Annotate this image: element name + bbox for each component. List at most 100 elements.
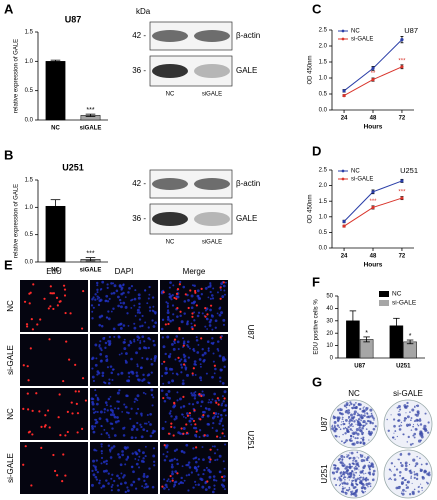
nucleus xyxy=(107,382,111,385)
nucleus xyxy=(142,391,145,394)
edu-spot xyxy=(35,392,38,395)
colony xyxy=(352,425,354,428)
colony xyxy=(359,423,363,427)
nucleus xyxy=(124,305,128,309)
nucleus xyxy=(117,295,120,299)
nucleus xyxy=(167,316,170,319)
colony xyxy=(421,489,423,491)
nucleus xyxy=(180,371,183,374)
nucleus xyxy=(106,366,109,369)
legend-label: NC xyxy=(392,291,402,298)
colony xyxy=(398,458,400,461)
edu-spot xyxy=(200,394,203,398)
nucleus xyxy=(170,415,173,418)
edu-spot xyxy=(195,304,198,307)
nucleus xyxy=(130,307,133,309)
nucleus xyxy=(188,466,192,469)
colony xyxy=(352,476,355,479)
colony xyxy=(421,486,423,489)
nucleus xyxy=(164,352,167,356)
nucleus xyxy=(218,376,222,379)
colony xyxy=(365,482,369,486)
nucleus xyxy=(138,347,142,350)
colony xyxy=(371,422,374,425)
colony xyxy=(415,462,419,466)
nucleus xyxy=(101,374,105,378)
colony xyxy=(359,416,362,419)
nucleus xyxy=(107,482,110,485)
nucleus xyxy=(212,475,216,478)
edu-spot xyxy=(206,313,209,316)
nucleus xyxy=(171,372,174,375)
x-tick-label: 48 xyxy=(370,116,377,122)
nucleus xyxy=(148,285,151,289)
colony xyxy=(340,421,342,423)
colony xyxy=(343,441,346,444)
nucleus xyxy=(107,434,110,437)
edu-spot xyxy=(26,392,29,395)
colony xyxy=(367,415,370,417)
y-tick-label: 40 xyxy=(326,306,333,312)
colony xyxy=(361,469,364,472)
nucleus xyxy=(207,455,211,459)
nucleus xyxy=(123,347,127,351)
colony xyxy=(407,452,411,456)
nucleus xyxy=(165,368,168,371)
colony xyxy=(347,454,350,457)
data-point xyxy=(342,89,346,93)
colony xyxy=(339,478,343,482)
colony xyxy=(369,431,373,435)
colony xyxy=(418,485,420,487)
nucleus xyxy=(171,463,174,466)
edu-spot xyxy=(46,409,50,412)
nucleus xyxy=(102,470,106,473)
nucleus xyxy=(193,300,197,304)
edu-spot xyxy=(176,306,179,310)
nucleus xyxy=(182,353,186,357)
edu-spot xyxy=(193,409,196,412)
nucleus xyxy=(224,293,226,296)
nucleus xyxy=(141,314,144,318)
blot-lane-label: NC xyxy=(166,92,175,98)
panel-letter: C xyxy=(312,1,322,16)
blot-marker: 36 - xyxy=(132,66,146,75)
blot-band xyxy=(152,30,188,42)
nucleus xyxy=(213,415,216,418)
nucleus xyxy=(222,323,225,326)
nucleus xyxy=(90,424,94,428)
nucleus xyxy=(164,483,168,487)
colony xyxy=(405,463,407,465)
y-tick-label: 0.5 xyxy=(319,92,328,98)
legend-label: NC xyxy=(351,169,360,175)
colony xyxy=(352,403,356,407)
colony xyxy=(399,408,402,411)
colony xyxy=(410,429,413,431)
colony xyxy=(355,441,359,445)
nucleus xyxy=(223,467,226,470)
colony xyxy=(372,469,376,473)
colony xyxy=(336,419,340,423)
colony xyxy=(345,406,348,409)
colony xyxy=(358,476,361,479)
colony xyxy=(416,455,418,458)
nucleus xyxy=(107,339,110,343)
nucleus xyxy=(153,357,157,360)
colony xyxy=(363,487,367,490)
nucleus xyxy=(118,298,122,302)
nucleus xyxy=(134,289,137,292)
edu-spot xyxy=(62,284,66,287)
nucleus xyxy=(126,486,129,489)
colony xyxy=(423,427,427,431)
nucleus xyxy=(206,422,210,426)
colony xyxy=(348,404,351,407)
nucleus xyxy=(202,458,205,461)
colony xyxy=(342,420,345,423)
edu-spot xyxy=(31,409,34,412)
nucleus xyxy=(213,487,216,491)
nucleus xyxy=(104,346,107,349)
nucleus xyxy=(189,414,192,417)
column-label: EdU xyxy=(46,267,62,276)
edu-spot xyxy=(74,363,77,366)
nucleus xyxy=(98,481,101,485)
nucleus xyxy=(91,298,94,301)
